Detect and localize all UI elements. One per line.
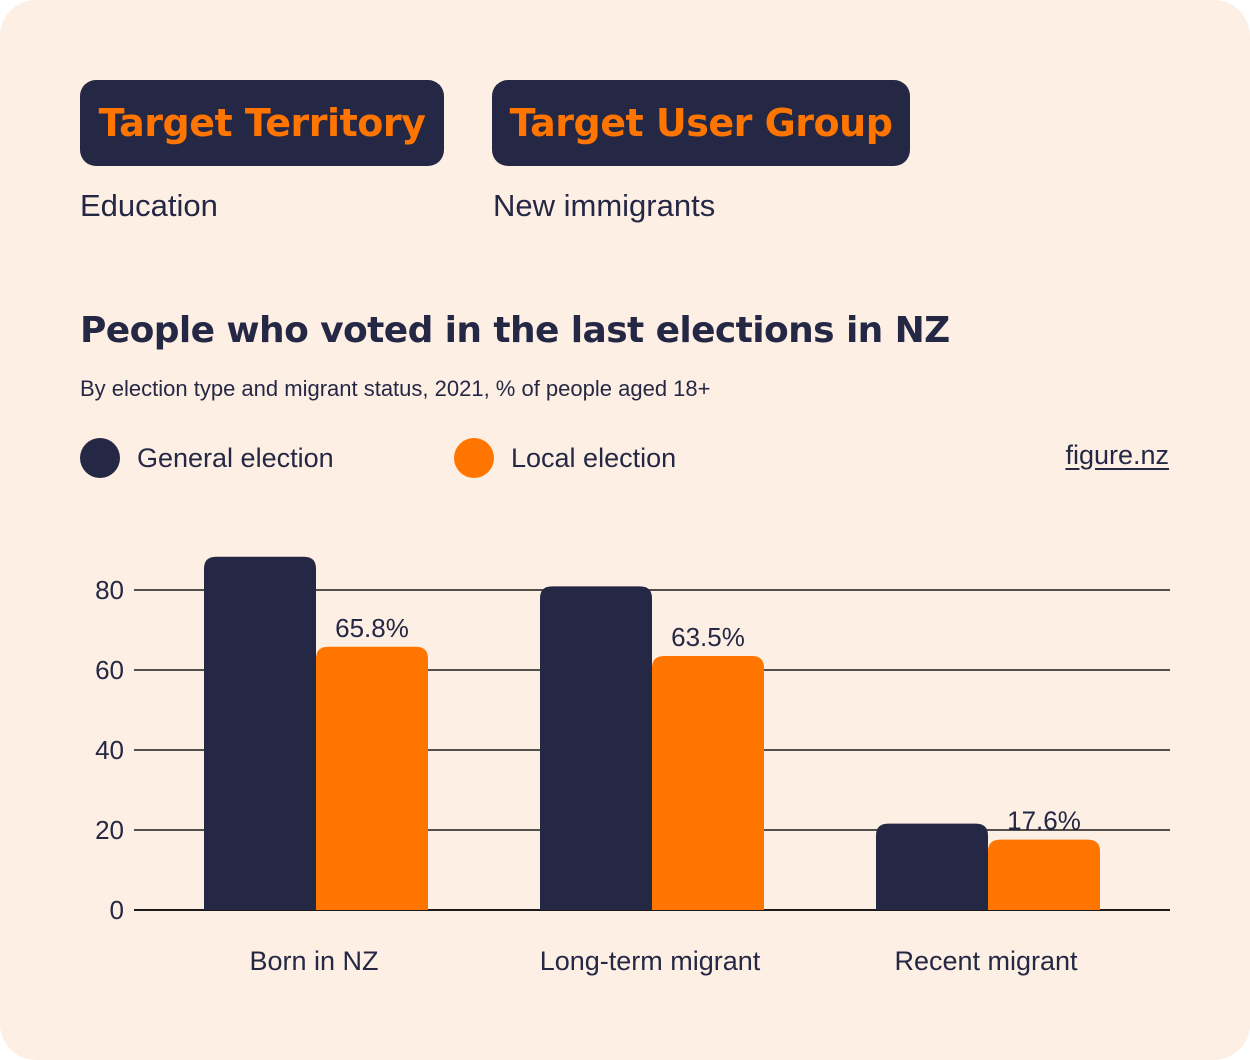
bar-general-election-long-term-migrant (540, 586, 652, 910)
bar-local-election-long-term-migrant (652, 656, 764, 910)
y-tick-label: 40 (95, 735, 124, 765)
x-tick-label: Recent migrant (894, 946, 1078, 976)
legend-item-local-election: Local election (454, 438, 676, 478)
bars (204, 556, 1100, 910)
target-user-group-value: New immigrants (493, 188, 716, 223)
y-tick-label: 80 (95, 575, 124, 605)
bar-general-election-born-in-nz (204, 556, 316, 910)
bar-local-election-recent-migrant (988, 839, 1100, 910)
y-tick-label: 0 (110, 895, 124, 925)
source-link[interactable]: figure.nz (1065, 440, 1169, 470)
legend-label-local-election: Local election (511, 442, 677, 473)
y-tick-label: 60 (95, 655, 124, 685)
data-labels: 65.8% 63.5% 17.6% (335, 613, 1081, 836)
target-territory-value: Education (80, 188, 218, 223)
target-territory-label: Target Territory (98, 101, 426, 145)
x-tick-label: Long-term migrant (540, 946, 761, 976)
x-axis-ticks: Born in NZ Long-term migrant Recent migran… (249, 946, 1078, 976)
legend-swatch-local-election (454, 438, 494, 478)
data-label-local-election-long-term-migrant: 63.5% (671, 622, 745, 652)
y-axis-ticks: 0 20 40 60 80 (95, 575, 124, 925)
legend-label-general-election: General election (137, 442, 334, 473)
chart-title: People who voted in the last elections i… (80, 310, 950, 351)
chart-subtitle: By election type and migrant status, 202… (80, 376, 711, 401)
y-tick-label: 20 (95, 815, 124, 845)
data-label-local-election-born-in-nz: 65.8% (335, 613, 409, 643)
x-tick-label: Born in NZ (249, 946, 378, 976)
target-user-group-label: Target User Group (509, 101, 893, 145)
legend-swatch-general-election (80, 438, 120, 478)
target-user-group-tag: Target User Group (492, 80, 910, 166)
data-label-local-election-recent-migrant: 17.6% (1007, 806, 1081, 836)
target-territory-tag: Target Territory (80, 80, 444, 166)
bar-local-election-born-in-nz (316, 646, 428, 910)
bar-general-election-recent-migrant (876, 823, 988, 910)
legend-item-general-election: General election (80, 438, 334, 478)
